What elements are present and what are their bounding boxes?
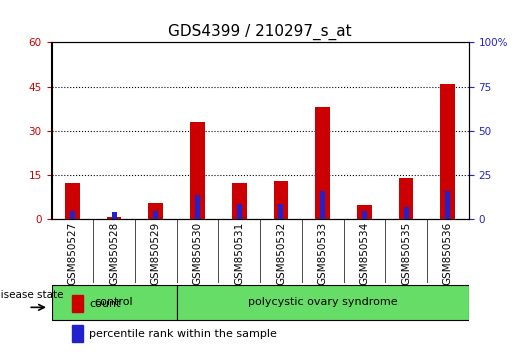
Bar: [399, 178, 414, 219]
Bar: [362, 211, 367, 219]
Text: disease state: disease state: [0, 290, 63, 300]
Bar: [320, 191, 325, 219]
FancyBboxPatch shape: [177, 285, 469, 320]
Bar: [148, 203, 163, 219]
Bar: [153, 211, 158, 219]
Bar: [404, 207, 408, 219]
Bar: [70, 211, 75, 219]
Bar: [279, 204, 283, 219]
Text: GSM850535: GSM850535: [401, 222, 411, 285]
Bar: [112, 212, 116, 219]
Text: GSM850527: GSM850527: [67, 222, 77, 285]
Text: GSM850534: GSM850534: [359, 222, 369, 285]
Bar: [357, 205, 372, 219]
Bar: [445, 191, 450, 219]
Text: control: control: [95, 297, 133, 307]
Bar: [107, 217, 122, 219]
Bar: [440, 84, 455, 219]
Bar: [195, 195, 200, 219]
Text: GSM850536: GSM850536: [443, 222, 453, 285]
Bar: [190, 122, 205, 219]
Text: GSM850531: GSM850531: [234, 222, 244, 285]
Text: GSM850532: GSM850532: [276, 222, 286, 285]
Text: GSM850530: GSM850530: [193, 222, 202, 285]
Bar: [232, 183, 247, 219]
Bar: [273, 181, 288, 219]
Text: count: count: [89, 299, 121, 309]
Title: GDS4399 / 210297_s_at: GDS4399 / 210297_s_at: [168, 23, 352, 40]
Text: percentile rank within the sample: percentile rank within the sample: [89, 329, 277, 339]
Bar: [72, 325, 83, 342]
Bar: [237, 204, 242, 219]
Text: GSM850533: GSM850533: [318, 222, 328, 285]
FancyBboxPatch shape: [52, 285, 177, 320]
Bar: [72, 296, 83, 312]
Text: polycystic ovary syndrome: polycystic ovary syndrome: [248, 297, 398, 307]
Text: GSM850528: GSM850528: [109, 222, 119, 285]
Text: GSM850529: GSM850529: [151, 222, 161, 285]
Bar: [315, 107, 330, 219]
Bar: [65, 183, 80, 219]
